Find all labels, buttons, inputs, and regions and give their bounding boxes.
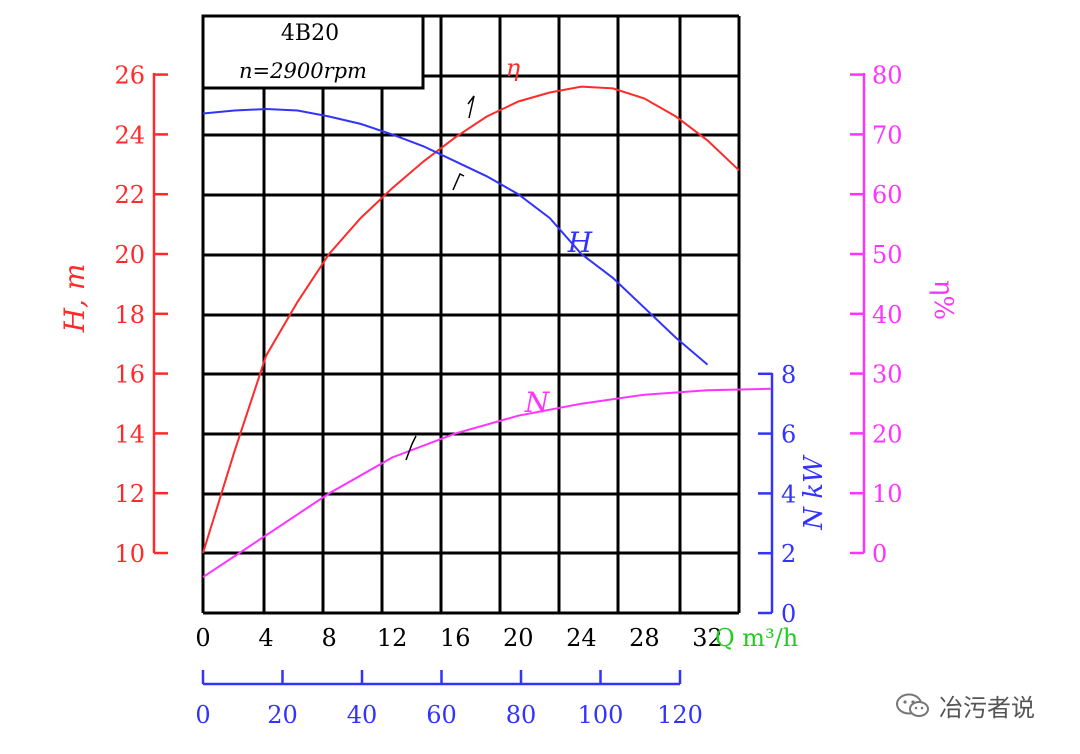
x-tick-label: 32 — [692, 624, 723, 652]
efficiency-tick-label: 60 — [872, 181, 903, 209]
head-axis-label: H, m — [58, 264, 91, 334]
watermark-text: 冶污者说 — [939, 694, 1035, 722]
curve-tick-mark — [467, 95, 475, 119]
power-tick-label: 8 — [781, 361, 796, 389]
head-tick-label: 22 — [114, 181, 145, 209]
curve-tick-mark — [405, 435, 417, 461]
efficiency-tick-label: 40 — [872, 301, 903, 329]
x-tick-label: 12 — [377, 624, 408, 652]
power-curve-label: N — [524, 386, 551, 419]
series-line-efficiency — [202, 85, 740, 554]
secondary-tick-label: 120 — [657, 701, 703, 729]
x-axis-label: Q m³/h — [715, 624, 798, 652]
model-box — [201, 14, 425, 90]
efficiency-axis-label: η% — [928, 280, 958, 320]
series-line-power — [202, 387, 771, 578]
wechat-icon — [896, 693, 929, 717]
efficiency-tick-label: 70 — [872, 121, 903, 149]
efficiency-tick-label: 10 — [872, 480, 903, 508]
efficiency-tick-label: 50 — [872, 241, 903, 269]
efficiency-tick-label: 0 — [872, 540, 887, 568]
x-tick-label: 4 — [258, 624, 273, 652]
curve-tick-mark — [452, 172, 465, 191]
efficiency-tick-label: 20 — [872, 420, 903, 448]
head-tick-label: 24 — [114, 121, 145, 149]
power-tick-label: 6 — [781, 421, 796, 449]
head-tick-label: 26 — [114, 62, 145, 90]
power-tick-label: 2 — [781, 540, 796, 568]
power-tick-label: 4 — [781, 480, 796, 508]
head-curve-label: H — [567, 226, 593, 259]
model-name: 4B20 — [281, 21, 339, 46]
watermark: 冶污者说 — [895, 688, 1035, 723]
secondary-tick-label: 40 — [347, 701, 378, 729]
power-axis-label: N kW — [799, 454, 829, 531]
eta-curve-label: η — [506, 54, 521, 82]
x-tick-label: 24 — [566, 624, 597, 652]
efficiency-tick-label: 30 — [872, 361, 903, 389]
secondary-tick-label: 60 — [426, 701, 457, 729]
speed-label: n=2900rpm — [239, 59, 367, 83]
secondary-tick-label: 20 — [267, 701, 298, 729]
secondary-tick-label: 100 — [578, 701, 624, 729]
head-tick-label: 12 — [114, 480, 145, 508]
series-line-head — [202, 107, 709, 366]
x-tick-label: 16 — [440, 624, 471, 652]
secondary-tick-label: 80 — [506, 701, 537, 729]
x-tick-label: 28 — [629, 624, 660, 652]
head-tick-label: 16 — [114, 361, 145, 389]
head-tick-label: 14 — [114, 420, 145, 448]
head-tick-label: 10 — [114, 540, 145, 568]
x-tick-label: 0 — [195, 624, 210, 652]
secondary-tick-label: 0 — [195, 701, 210, 729]
power-tick-label: 0 — [781, 600, 796, 628]
head-tick-label: 18 — [114, 301, 145, 329]
x-tick-label: 20 — [503, 624, 534, 652]
x-tick-label: 8 — [321, 624, 336, 652]
head-tick-label: 20 — [114, 241, 145, 269]
efficiency-tick-label: 80 — [872, 62, 903, 90]
